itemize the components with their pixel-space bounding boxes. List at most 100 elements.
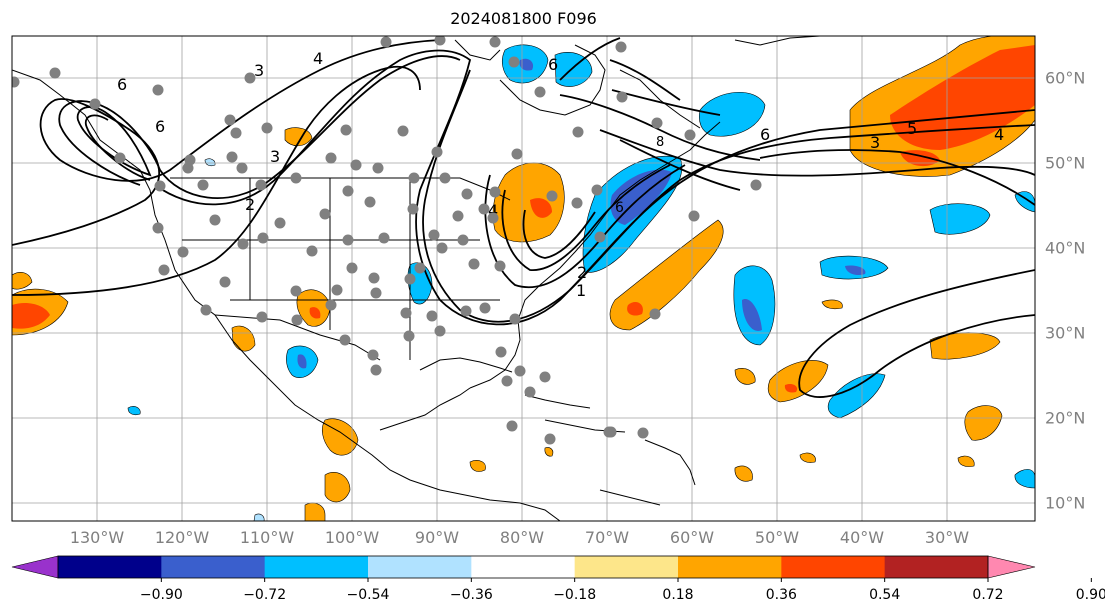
station-dot [152, 222, 164, 234]
station-dot [237, 238, 249, 250]
station-dot [226, 151, 238, 163]
station-dot [350, 159, 362, 171]
colorbar-tick-label: −0.18 [553, 587, 597, 603]
station-dot [154, 180, 166, 192]
colorbar-tick-label: −0.54 [346, 587, 390, 603]
station-dot [342, 185, 354, 197]
station-dot [230, 127, 242, 139]
station-dot [325, 299, 337, 311]
station-dot [257, 232, 269, 244]
longitude-label: 130°W [69, 528, 125, 547]
station-dot [439, 172, 451, 184]
station-dot [224, 114, 236, 126]
station-dot [651, 117, 663, 129]
colorbar-segment [368, 556, 472, 578]
station-dot [364, 196, 376, 208]
station-dot [370, 364, 382, 376]
station-dot [244, 72, 256, 84]
colorbar-tick-label: −0.36 [449, 587, 493, 603]
contour-label: 2 [577, 263, 587, 282]
contour-label: 6 [155, 117, 165, 136]
longitude-label: 70°W [584, 528, 630, 547]
latitude-label: 30°N [1045, 323, 1086, 343]
colorbar-segment [471, 556, 576, 578]
station-dot [290, 172, 302, 184]
station-dot [460, 305, 472, 317]
station-dot [404, 273, 416, 285]
station-dot [370, 287, 382, 299]
station-dot [684, 129, 696, 141]
station-dot [372, 162, 384, 174]
station-dot [511, 148, 523, 160]
station-dot [431, 146, 443, 158]
longitude-label: 60°W [669, 528, 715, 547]
station-dot [594, 231, 606, 243]
contour-label: 3 [270, 147, 280, 166]
station-dot [514, 365, 526, 377]
station-dot [255, 179, 267, 191]
contour-label: 6 [548, 55, 558, 74]
station-dot [331, 284, 343, 296]
station-dot [750, 179, 762, 191]
station-dot [378, 232, 390, 244]
longitude-label: 100°W [324, 528, 380, 547]
station-dot [524, 386, 536, 398]
station-dot [407, 203, 419, 215]
colorbar-segment [574, 556, 679, 578]
station-dot [397, 125, 409, 137]
station-dot [49, 67, 61, 79]
station-dot [274, 217, 286, 229]
station-dot [114, 152, 126, 164]
station-dot [428, 229, 440, 241]
colorbar-segment [264, 556, 369, 578]
latitude-label: 50°N [1045, 153, 1086, 173]
station-dot [403, 330, 415, 342]
contour-label: 6 [615, 200, 624, 216]
colorbar-segment [781, 556, 886, 578]
station-dot [291, 314, 303, 326]
station-dot [494, 260, 506, 272]
station-dot [256, 311, 268, 323]
colorbar-tick-label: 0.54 [869, 587, 901, 603]
longitude-label: 110°W [239, 528, 295, 547]
station-dot [400, 307, 412, 319]
contour-label: 4 [994, 125, 1004, 144]
longitude-label: 40°W [839, 528, 885, 547]
station-dot [152, 84, 164, 96]
contour-label: 5 [907, 119, 917, 138]
contour-label: 2 [245, 195, 255, 214]
station-dot [436, 242, 448, 254]
contour-label: 1 [576, 281, 586, 300]
longitude-label: 90°W [414, 528, 460, 547]
station-dot [489, 186, 501, 198]
colorbar-segment [58, 556, 162, 578]
station-dot [489, 36, 501, 48]
station-dot [177, 246, 189, 258]
station-dot [434, 36, 446, 46]
station-dot [236, 162, 248, 174]
station-dot [452, 210, 464, 222]
longitude-label: 30°W [924, 528, 970, 547]
station-dot [591, 184, 603, 196]
longitude-label: 50°W [754, 528, 800, 547]
colorbar-segment [884, 556, 989, 578]
station-dot [346, 262, 358, 274]
contour-labels: 4 3 6 6 3 2 4 6 5 4 3 2 1 6 8 6 [117, 49, 1004, 300]
station-dot [342, 234, 354, 246]
station-dot [487, 212, 499, 224]
longitude-label: 80°W [499, 528, 545, 547]
station-dot [461, 188, 473, 200]
station-dot [649, 308, 661, 320]
station-dot [380, 36, 392, 48]
station-dot [605, 426, 617, 438]
contour-label: 4 [313, 49, 323, 68]
station-dot [339, 334, 351, 346]
station-dot [200, 304, 212, 316]
station-dot [209, 214, 221, 226]
contour-label: 6 [760, 125, 770, 144]
colorbar-tick-label: 0.18 [662, 587, 694, 603]
colorbar-tick-label: 0.90 [1075, 587, 1105, 603]
station-dot [509, 313, 521, 325]
colorbar-tick-label: −0.90 [139, 587, 183, 603]
map-frame [11, 35, 1036, 522]
